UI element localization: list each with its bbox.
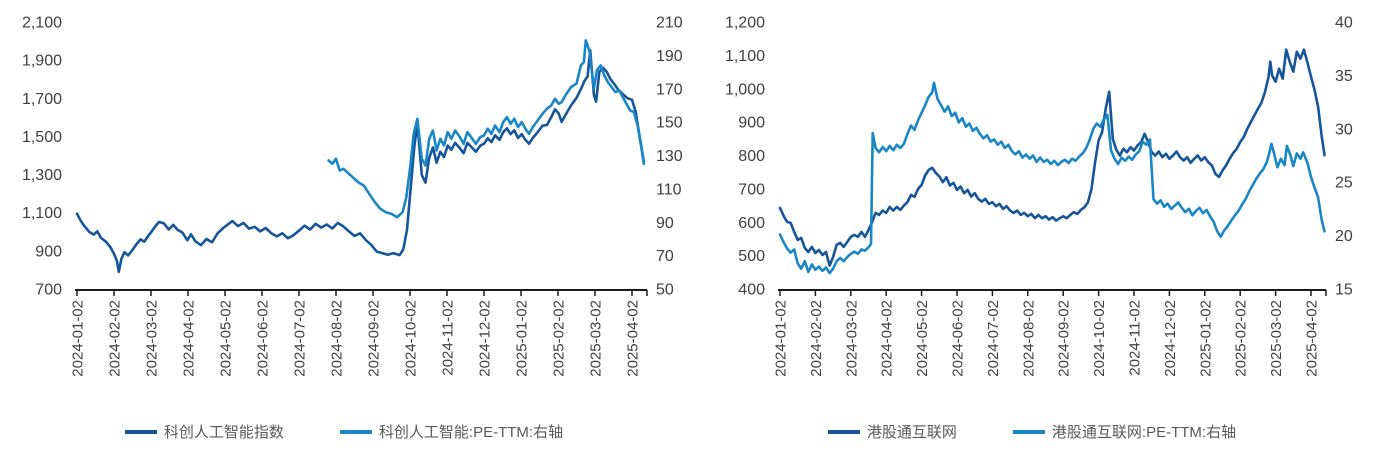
x-axis-label: 2024-11-02 [440, 300, 457, 376]
x-axis-label: 2024-02-02 [107, 300, 124, 377]
x-axis-label: 2025-02-02 [551, 300, 568, 377]
pe-line [327, 39, 646, 219]
star-ai-legend: 科创人工智能指数 科创人工智能:PE-TTM:右轴 [0, 421, 688, 442]
legend-swatch-pe [339, 429, 372, 434]
x-axis-label: 2025-01-02 [514, 300, 531, 377]
y-axis-left-label: 1,000 [725, 81, 765, 98]
x-axis-label: 2024-01-02 [773, 300, 790, 377]
star-ai-plot-area: 700 900 1,100 1,300 1,500 1,700 1,900 2,100 50 70… [22, 15, 683, 377]
y-axis-right-label: 25 [1335, 175, 1353, 192]
x-axis-label: 2024-05-02 [218, 300, 235, 377]
y-axis-right-label: 50 [656, 282, 674, 299]
y-axis-left-label: 2,100 [22, 15, 62, 32]
x-axis-label: 2024-06-02 [255, 300, 272, 377]
x-axis-label: 2024-02-02 [808, 300, 825, 377]
x-axis-label: 2024-04-02 [879, 300, 896, 377]
y-axis-right-label: 150 [656, 115, 683, 132]
legend-label-pe: 科创人工智能:PE-TTM:右轴 [378, 424, 564, 441]
hk-internet-plot-area: 400 500 600 700 800 900 1,000 1,100 1,200 15 20 25 3… [725, 15, 1353, 377]
y-axis-left-label: 1,500 [22, 129, 62, 146]
pe-line [778, 81, 1326, 275]
y-axis-right-label: 20 [1335, 228, 1353, 245]
y-axis-left-label: 1,100 [725, 48, 765, 65]
y-axis-right-label: 70 [656, 248, 674, 265]
legend-swatch-index [124, 429, 157, 434]
y-axis-right-label: 110 [656, 181, 682, 198]
x-axis-label: 2024-05-02 [914, 300, 931, 377]
y-axis-left-label: 600 [738, 215, 765, 232]
x-axis-label: 2024-01-02 [70, 300, 87, 377]
x-axis-label: 2024-12-02 [1162, 300, 1179, 377]
x-axis-label: 2024-07-02 [985, 300, 1002, 377]
y-axis-left-label: 1,100 [22, 205, 62, 222]
index-line [778, 48, 1326, 267]
x-axis-label: 2024-12-02 [477, 300, 494, 377]
x-axis-label: 2025-01-02 [1197, 300, 1214, 377]
x-axis-label: 2024-10-02 [1091, 300, 1108, 377]
x-axis-label: 2024-08-02 [1020, 300, 1037, 377]
y-axis-left-label: 1,300 [22, 167, 62, 184]
x-axis-label: 2024-09-02 [366, 300, 383, 377]
y-axis-right-label: 35 [1335, 68, 1353, 85]
y-axis-left-label: 700 [738, 181, 765, 198]
y-axis-right-label: 15 [1335, 282, 1353, 299]
y-axis-right-label: 130 [656, 148, 683, 165]
x-axis-label: 2025-04-02 [625, 300, 642, 377]
x-axis-label: 2024-04-02 [181, 300, 198, 377]
legend-item-star-ai-pe: 科创人工智能:PE-TTM:右轴 [339, 421, 564, 442]
x-axis-label: 2024-11-02 [1127, 300, 1144, 376]
y-axis-left-label: 1,700 [22, 91, 62, 108]
chart-star-ai: 700 900 1,100 1,300 1,500 1,700 1,900 2,100 50 70… [0, 15, 688, 442]
y-axis-left-label: 400 [738, 282, 765, 299]
legend-item-hk-index: 港股通互联网 [827, 421, 957, 442]
y-axis-right-label: 90 [656, 215, 674, 232]
y-axis-right-label: 40 [1335, 15, 1353, 32]
x-axis-label: 2025-04-02 [1304, 300, 1321, 377]
legend-label-index: 港股通互联网 [866, 424, 957, 441]
y-axis-left-label: 900 [35, 243, 62, 260]
x-axis-label: 2025-02-02 [1233, 300, 1250, 377]
x-axis-label: 2025-03-02 [588, 300, 605, 377]
x-axis-label: 2024-08-02 [329, 300, 346, 377]
y-axis-right-label: 210 [656, 15, 683, 32]
index-line [75, 48, 646, 274]
hk-internet-legend: 港股通互联网 港股通互联网:PE-TTM:右轴 [688, 421, 1376, 442]
y-axis-left-label: 800 [738, 148, 765, 165]
x-axis-label: 2024-07-02 [292, 300, 309, 377]
legend-label-pe: 港股通互联网:PE-TTM:右轴 [1051, 424, 1237, 441]
legend-item-hk-pe: 港股通互联网:PE-TTM:右轴 [1012, 421, 1237, 442]
x-axis-label: 2024-10-02 [403, 300, 420, 377]
x-axis-label: 2025-03-02 [1268, 300, 1285, 377]
y-axis-right-label: 30 [1335, 121, 1353, 138]
x-axis-label: 2024-09-02 [1056, 300, 1073, 377]
y-axis-right-label: 190 [656, 48, 683, 65]
x-axis-label: 2024-06-02 [950, 300, 967, 377]
y-axis-left-label: 1,900 [22, 53, 62, 70]
x-axis-label: 2024-03-02 [144, 300, 161, 377]
y-axis-left-label: 1,200 [725, 15, 765, 32]
legend-swatch-index [827, 429, 860, 434]
legend-item-star-ai-index: 科创人工智能指数 [124, 421, 284, 442]
legend-label-index: 科创人工智能指数 [163, 424, 284, 441]
y-axis-right-label: 170 [656, 81, 683, 98]
legend-swatch-pe [1012, 429, 1045, 434]
x-axis-label: 2024-03-02 [843, 300, 860, 377]
y-axis-left-label: 500 [738, 248, 765, 265]
chart-hk-internet: 400 500 600 700 800 900 1,000 1,100 1,200 15 20 25 3… [688, 0, 1376, 456]
y-axis-left-label: 900 [738, 115, 765, 132]
y-axis-left-label: 700 [35, 282, 62, 299]
